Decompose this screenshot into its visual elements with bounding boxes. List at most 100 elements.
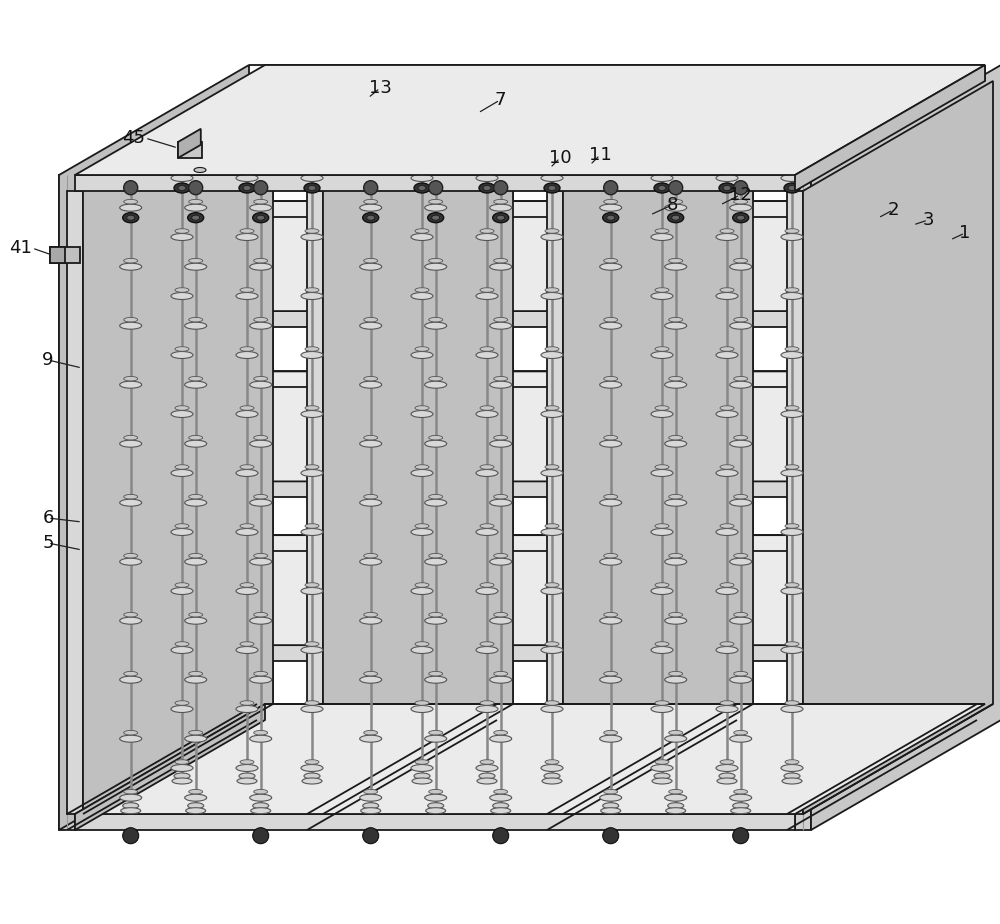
Ellipse shape bbox=[189, 435, 203, 440]
Ellipse shape bbox=[494, 672, 508, 676]
Ellipse shape bbox=[669, 200, 683, 204]
Ellipse shape bbox=[666, 808, 686, 814]
Ellipse shape bbox=[124, 672, 138, 676]
Ellipse shape bbox=[301, 706, 323, 712]
Polygon shape bbox=[75, 535, 985, 645]
Ellipse shape bbox=[254, 731, 268, 735]
Circle shape bbox=[415, 151, 429, 165]
Ellipse shape bbox=[665, 263, 687, 270]
Ellipse shape bbox=[716, 293, 738, 299]
Ellipse shape bbox=[734, 672, 748, 676]
Ellipse shape bbox=[716, 529, 738, 536]
Ellipse shape bbox=[716, 706, 738, 712]
Ellipse shape bbox=[243, 186, 251, 190]
Ellipse shape bbox=[720, 524, 734, 529]
Text: 45: 45 bbox=[122, 129, 145, 147]
Ellipse shape bbox=[651, 529, 673, 536]
Ellipse shape bbox=[490, 322, 512, 329]
Ellipse shape bbox=[172, 778, 192, 784]
Ellipse shape bbox=[185, 676, 207, 683]
Ellipse shape bbox=[480, 465, 494, 469]
Ellipse shape bbox=[668, 803, 684, 808]
Ellipse shape bbox=[425, 617, 447, 625]
Ellipse shape bbox=[185, 499, 207, 506]
Ellipse shape bbox=[665, 676, 687, 683]
Ellipse shape bbox=[545, 406, 559, 410]
Ellipse shape bbox=[418, 186, 426, 190]
Ellipse shape bbox=[363, 803, 379, 808]
Ellipse shape bbox=[251, 808, 271, 814]
Ellipse shape bbox=[175, 229, 189, 233]
Polygon shape bbox=[178, 128, 201, 158]
Ellipse shape bbox=[254, 259, 268, 263]
Ellipse shape bbox=[781, 175, 803, 181]
Ellipse shape bbox=[601, 808, 621, 814]
Ellipse shape bbox=[604, 318, 618, 322]
Polygon shape bbox=[50, 247, 80, 263]
Ellipse shape bbox=[542, 778, 562, 784]
Ellipse shape bbox=[425, 382, 447, 388]
Polygon shape bbox=[563, 81, 753, 814]
Ellipse shape bbox=[781, 293, 803, 299]
Ellipse shape bbox=[411, 234, 433, 240]
Ellipse shape bbox=[600, 558, 622, 565]
Ellipse shape bbox=[716, 351, 738, 359]
Ellipse shape bbox=[174, 183, 190, 193]
Ellipse shape bbox=[604, 731, 618, 735]
Ellipse shape bbox=[236, 175, 258, 181]
Ellipse shape bbox=[240, 524, 254, 529]
Ellipse shape bbox=[490, 736, 512, 742]
Ellipse shape bbox=[305, 465, 319, 469]
Ellipse shape bbox=[429, 376, 443, 381]
Ellipse shape bbox=[785, 642, 799, 646]
Ellipse shape bbox=[719, 183, 735, 193]
Ellipse shape bbox=[363, 213, 379, 223]
Ellipse shape bbox=[189, 494, 203, 499]
Ellipse shape bbox=[364, 318, 378, 322]
Ellipse shape bbox=[175, 346, 189, 351]
Ellipse shape bbox=[240, 406, 254, 410]
Ellipse shape bbox=[175, 170, 189, 175]
Ellipse shape bbox=[730, 204, 752, 212]
Ellipse shape bbox=[603, 803, 619, 808]
Ellipse shape bbox=[600, 499, 622, 506]
Ellipse shape bbox=[411, 351, 433, 359]
Ellipse shape bbox=[730, 736, 752, 742]
Ellipse shape bbox=[720, 346, 734, 351]
Ellipse shape bbox=[541, 410, 563, 418]
Ellipse shape bbox=[493, 803, 509, 808]
Ellipse shape bbox=[600, 204, 622, 212]
Polygon shape bbox=[323, 81, 513, 814]
Polygon shape bbox=[67, 191, 83, 814]
Ellipse shape bbox=[494, 435, 508, 440]
Ellipse shape bbox=[432, 215, 440, 220]
Ellipse shape bbox=[603, 213, 619, 223]
Ellipse shape bbox=[301, 410, 323, 418]
Ellipse shape bbox=[476, 764, 498, 772]
Ellipse shape bbox=[665, 617, 687, 625]
Ellipse shape bbox=[655, 642, 669, 646]
Ellipse shape bbox=[124, 318, 138, 322]
Ellipse shape bbox=[781, 588, 803, 594]
Ellipse shape bbox=[120, 440, 142, 447]
Ellipse shape bbox=[785, 583, 799, 588]
Ellipse shape bbox=[669, 435, 683, 440]
Ellipse shape bbox=[411, 410, 433, 418]
Ellipse shape bbox=[302, 778, 322, 784]
Circle shape bbox=[123, 828, 139, 844]
Ellipse shape bbox=[669, 789, 683, 794]
Ellipse shape bbox=[669, 494, 683, 499]
Ellipse shape bbox=[429, 435, 443, 440]
Circle shape bbox=[254, 181, 268, 195]
Ellipse shape bbox=[788, 186, 796, 190]
Ellipse shape bbox=[364, 376, 378, 381]
Ellipse shape bbox=[655, 583, 669, 588]
Ellipse shape bbox=[254, 376, 268, 381]
Polygon shape bbox=[75, 481, 795, 497]
Ellipse shape bbox=[236, 529, 258, 536]
Ellipse shape bbox=[781, 647, 803, 653]
Ellipse shape bbox=[364, 494, 378, 499]
Ellipse shape bbox=[120, 795, 142, 801]
Ellipse shape bbox=[545, 229, 559, 233]
Ellipse shape bbox=[782, 778, 802, 784]
